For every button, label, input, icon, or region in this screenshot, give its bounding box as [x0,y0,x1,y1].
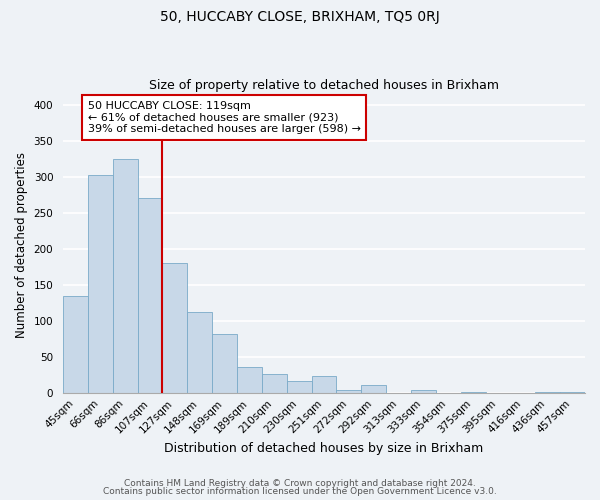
Bar [287,381,311,394]
Bar [361,386,386,394]
Bar [187,312,212,394]
Bar [212,334,237,394]
Text: 50, HUCCABY CLOSE, BRIXHAM, TQ5 0RJ: 50, HUCCABY CLOSE, BRIXHAM, TQ5 0RJ [160,10,440,24]
Bar [163,264,187,394]
Bar [311,376,337,394]
Bar [337,390,361,394]
Bar [262,374,287,394]
Bar [560,392,585,394]
Text: Contains HM Land Registry data © Crown copyright and database right 2024.: Contains HM Land Registry data © Crown c… [124,478,476,488]
Bar [113,160,137,394]
Bar [461,392,485,394]
Title: Size of property relative to detached houses in Brixham: Size of property relative to detached ho… [149,79,499,92]
Bar [63,296,88,394]
Bar [237,366,262,394]
Bar [137,198,163,394]
Text: Contains public sector information licensed under the Open Government Licence v3: Contains public sector information licen… [103,488,497,496]
X-axis label: Distribution of detached houses by size in Brixham: Distribution of detached houses by size … [164,442,484,455]
Bar [535,392,560,394]
Text: 50 HUCCABY CLOSE: 119sqm
← 61% of detached houses are smaller (923)
39% of semi-: 50 HUCCABY CLOSE: 119sqm ← 61% of detach… [88,101,361,134]
Bar [411,390,436,394]
Y-axis label: Number of detached properties: Number of detached properties [15,152,28,338]
Bar [88,176,113,394]
